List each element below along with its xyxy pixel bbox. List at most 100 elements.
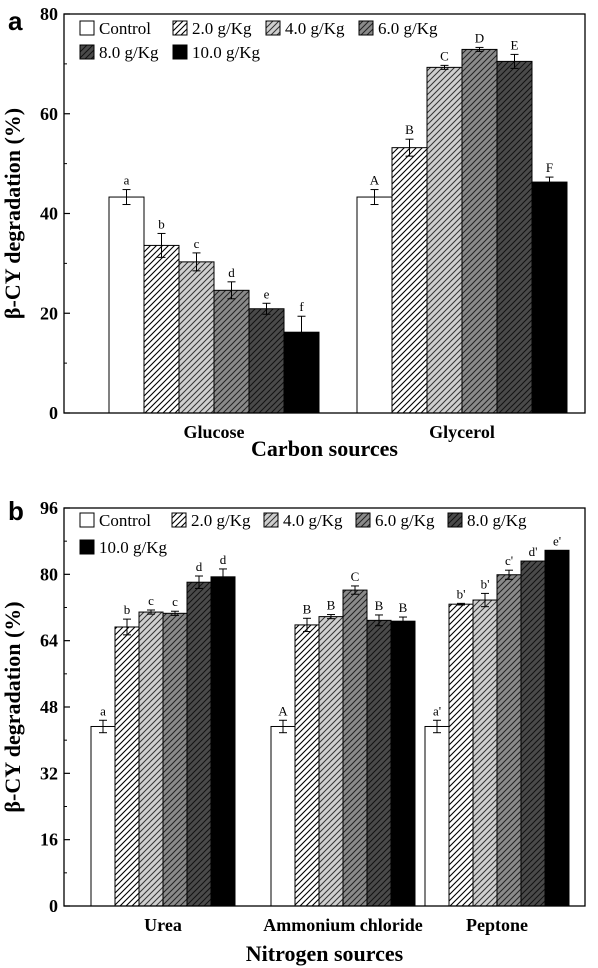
significance-label: c xyxy=(148,593,154,608)
bar xyxy=(186,581,212,907)
error-bar xyxy=(297,315,306,349)
legend-label: 2.0 g/Kg xyxy=(192,19,252,38)
bar xyxy=(496,60,533,414)
significance-label: c' xyxy=(505,553,513,568)
y-tick-label: 64 xyxy=(40,631,58,651)
bar xyxy=(138,611,164,907)
bar xyxy=(544,549,570,907)
legend-label: Control xyxy=(99,19,151,38)
x-category-label: Urea xyxy=(144,915,182,935)
bar xyxy=(426,66,463,414)
bar xyxy=(318,616,344,907)
legend: Control 2.0 g/Kg 4.0 g/Kg 6.0 g/Kg 8.0 g/Kg 1… xyxy=(79,511,527,557)
error-bar xyxy=(510,53,519,69)
legend-item: 8.0 g/Kg xyxy=(79,43,159,62)
legend-swatch xyxy=(172,44,188,60)
bar xyxy=(108,196,145,414)
x-category-label: Glycerol xyxy=(429,422,495,442)
error-bar xyxy=(505,569,513,580)
error-bar xyxy=(99,719,107,734)
y-tick-label: 48 xyxy=(40,697,58,717)
panel-label: b xyxy=(8,496,24,526)
bar xyxy=(90,725,116,907)
chart-panel-a: a a Ab Bc Cd De Ef F 0 20 40 60 80 Glucose Glycerol Car… xyxy=(0,4,586,461)
significance-label: b xyxy=(124,602,131,617)
significance-label: E xyxy=(511,37,519,52)
significance-label: d' xyxy=(529,544,538,559)
legend-item: 10.0 g/Kg xyxy=(79,538,168,557)
significance-label: B xyxy=(405,122,414,137)
error-bar xyxy=(279,719,287,734)
legend-swatch xyxy=(172,20,188,36)
error-bar xyxy=(457,602,465,606)
x-axis-title: Carbon sources xyxy=(251,436,398,461)
error-bar xyxy=(262,302,271,315)
error-bar xyxy=(433,719,441,734)
legend-label: 10.0 g/Kg xyxy=(99,538,168,557)
bar xyxy=(356,196,393,414)
legend-item: 10.0 g/Kg xyxy=(172,43,261,62)
bar xyxy=(143,244,180,414)
y-tick-label: 40 xyxy=(40,204,58,224)
y-tick-label: 60 xyxy=(40,104,58,124)
significance-label: c xyxy=(194,236,200,251)
bar xyxy=(114,626,140,907)
legend-swatch xyxy=(79,539,95,555)
error-bar xyxy=(475,46,484,52)
significance-label: D xyxy=(475,30,484,45)
error-bar xyxy=(303,617,311,633)
bar xyxy=(213,289,250,414)
bar xyxy=(391,147,428,414)
significance-label: B xyxy=(399,600,408,615)
significance-label: F xyxy=(546,160,553,175)
y-tick-label: 0 xyxy=(49,403,58,423)
y-axis-title: β-CY degradation (%) xyxy=(0,601,25,812)
legend-item: 6.0 g/Kg xyxy=(355,511,435,530)
error-bar xyxy=(147,609,155,615)
y-tick-label: 80 xyxy=(40,564,58,584)
legend-item: 2.0 g/Kg xyxy=(171,511,251,530)
error-bar xyxy=(405,138,414,157)
bar xyxy=(390,620,416,907)
error-bar xyxy=(327,614,335,620)
y-tick-label: 16 xyxy=(40,830,58,850)
legend-label: 8.0 g/Kg xyxy=(99,43,159,62)
legend-label: 6.0 g/Kg xyxy=(375,511,435,530)
significance-label: A xyxy=(370,173,380,188)
error-bar xyxy=(227,281,236,300)
error-bar xyxy=(375,614,383,627)
legend-label: 6.0 g/Kg xyxy=(378,19,438,38)
x-category-label: Peptone xyxy=(466,915,528,935)
y-axis-title: β-CY degradation (%) xyxy=(0,108,25,319)
error-bar xyxy=(157,232,166,258)
y-tick-label: 20 xyxy=(40,303,58,323)
legend-item: 8.0 g/Kg xyxy=(447,511,527,530)
legend-swatch xyxy=(79,44,95,60)
error-bar xyxy=(545,176,554,188)
legend-swatch xyxy=(171,512,187,528)
bar xyxy=(248,308,285,414)
error-bar xyxy=(123,618,131,636)
significance-label: a xyxy=(124,173,130,188)
x-category-label: Glucose xyxy=(184,422,245,442)
legend-label: 10.0 g/Kg xyxy=(192,43,261,62)
legend-label: 4.0 g/Kg xyxy=(283,511,343,530)
bar xyxy=(472,599,498,907)
significance-label: d xyxy=(220,552,227,567)
legend-swatch xyxy=(265,20,281,36)
bar xyxy=(162,612,188,907)
error-bar xyxy=(122,189,131,206)
legend-swatch xyxy=(263,512,279,528)
panel-label: a xyxy=(8,6,23,36)
legend-label: 8.0 g/Kg xyxy=(467,511,527,530)
error-bar xyxy=(171,610,179,616)
significance-label: C xyxy=(351,569,360,584)
legend-item: 4.0 g/Kg xyxy=(263,511,343,530)
legend-label: 2.0 g/Kg xyxy=(191,511,251,530)
y-tick-label: 80 xyxy=(40,4,58,24)
y-tick-label: 0 xyxy=(49,896,58,916)
legend-swatch xyxy=(79,512,95,528)
legend-label: Control xyxy=(99,511,151,530)
significance-label: d xyxy=(228,265,235,280)
